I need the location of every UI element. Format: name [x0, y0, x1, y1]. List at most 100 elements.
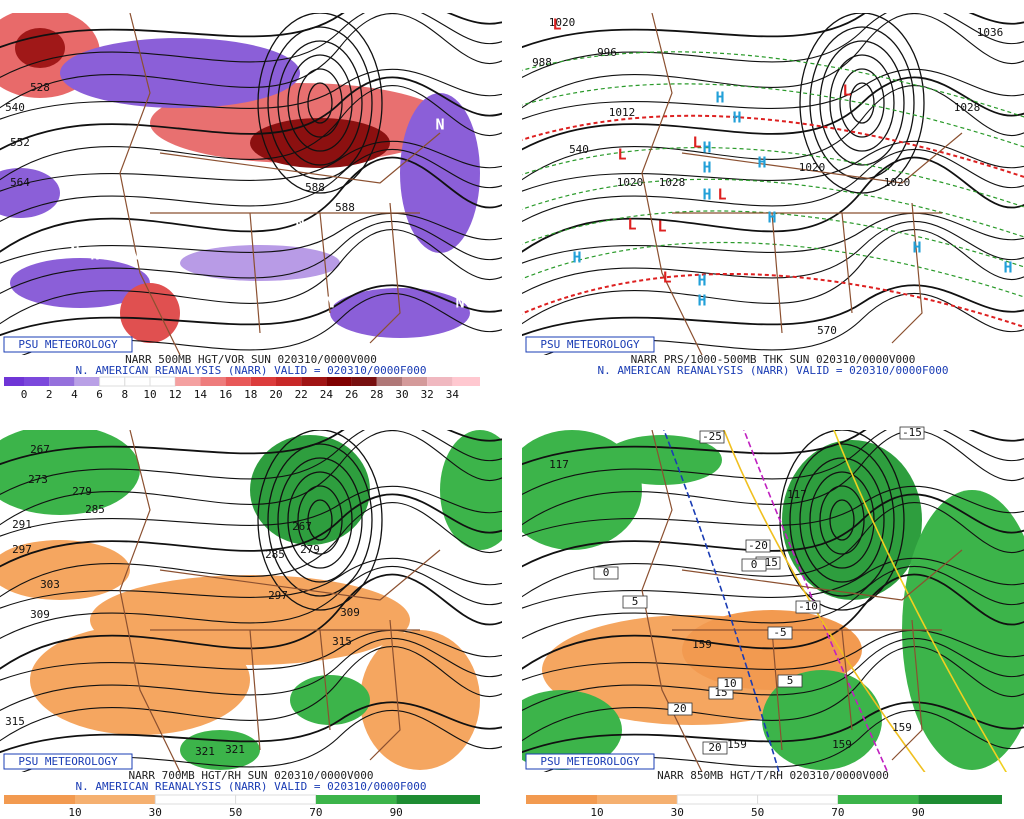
isotherm	[743, 430, 889, 772]
contour-line	[522, 573, 1024, 671]
thickness-line	[522, 272, 1024, 329]
contour-label: 315	[5, 715, 25, 728]
contour-line	[0, 84, 502, 181]
logo-box	[525, 753, 655, 770]
scale-label: 26	[345, 388, 358, 401]
contour-line	[0, 148, 502, 223]
label-box	[622, 595, 648, 609]
contour-line	[522, 84, 1024, 181]
contour-label: 552	[10, 136, 30, 149]
scale-swatch	[351, 377, 377, 386]
pressure-center: N	[295, 214, 304, 232]
map-title: NARR 700MB HGT/RH SUN 020310/0000V000	[128, 769, 373, 782]
contour-line	[789, 443, 895, 597]
contour-line	[839, 68, 885, 138]
label-box	[593, 566, 619, 580]
contour-line	[522, 485, 1024, 537]
label-box	[767, 626, 793, 640]
contour-line	[522, 212, 1024, 264]
scale-label: 2	[46, 388, 53, 401]
contour-line	[0, 565, 502, 640]
contour-label: 267	[30, 443, 50, 456]
pressure-center: N	[325, 294, 334, 312]
pressure-center: H	[702, 159, 711, 177]
scale-label: 12	[169, 388, 182, 401]
isotherm-label: 10	[723, 677, 736, 690]
contour-label: 1020	[799, 161, 826, 174]
logo-box	[525, 336, 655, 353]
scale-label: 0	[21, 388, 28, 401]
contour-line	[522, 68, 1024, 120]
scale-label: 10	[68, 806, 81, 819]
contour-line	[267, 443, 373, 597]
scale-label: 18	[244, 388, 257, 401]
contour-line	[522, 140, 1024, 192]
map-title: NARR 500MB HGT/VOR SUN 020310/0000V000	[125, 353, 377, 366]
contour-label: 279	[72, 485, 92, 498]
scale-label: 16	[219, 388, 232, 401]
contour-line	[277, 40, 363, 166]
contour-label: 273	[28, 473, 48, 486]
scale-label: 30	[671, 806, 684, 819]
scale-label: 30	[149, 806, 162, 819]
contour-line	[0, 637, 502, 712]
scale-label: 10	[143, 388, 156, 401]
contour-line	[257, 430, 383, 611]
map-background	[522, 13, 1024, 355]
label-box	[702, 741, 728, 755]
pressure-center: H	[715, 89, 724, 107]
scale-label: 14	[194, 388, 208, 401]
label-box	[741, 558, 767, 572]
contour-line	[0, 430, 502, 496]
map-panel	[0, 13, 502, 355]
pressure-center: L	[842, 82, 851, 100]
shaded-area	[120, 283, 180, 343]
contour-line	[0, 701, 502, 754]
label-box	[777, 674, 803, 688]
contour-label: 309	[340, 606, 360, 619]
contour-label: 1020	[549, 16, 576, 29]
contour-line	[297, 485, 343, 555]
contour-line	[307, 499, 333, 541]
scale-label: 32	[421, 388, 434, 401]
pressure-center: N	[435, 116, 444, 134]
isotherm	[833, 430, 1008, 772]
contour-line	[0, 284, 502, 337]
contour-line	[0, 13, 502, 109]
thickness-line	[522, 178, 1024, 238]
contour-line	[522, 637, 1024, 712]
scale-swatch	[49, 377, 75, 386]
scale-swatch	[75, 795, 156, 804]
contour-label: 309	[30, 608, 50, 621]
scale-label: 8	[121, 388, 128, 401]
contour-label: 291	[12, 518, 32, 531]
contour-line	[829, 499, 855, 541]
pressure-center: H	[732, 109, 741, 127]
pressure-center: N	[90, 246, 99, 264]
scale-swatch	[757, 794, 839, 805]
contour-line	[0, 485, 502, 537]
contour-label: 540	[5, 101, 25, 114]
scale-swatch	[225, 377, 251, 386]
contour-line	[0, 140, 502, 192]
scale-label: 50	[229, 806, 242, 819]
scale-label: 6	[96, 388, 103, 401]
contour-label: 564	[10, 176, 30, 189]
contour-line	[522, 557, 1024, 609]
shaded-area	[360, 630, 480, 770]
scale-swatch	[250, 377, 276, 386]
map-subtitle: N. AMERICAN REANALYSIS (NARR) VALID = 02…	[76, 364, 427, 377]
contour-line	[287, 54, 353, 152]
scale-swatch	[326, 377, 352, 386]
scale-swatch	[452, 377, 480, 386]
label-box	[899, 426, 925, 440]
pressure-center: L	[692, 134, 701, 152]
scale-swatch	[200, 377, 226, 386]
contour-line	[522, 228, 1024, 325]
scale-swatch	[276, 377, 302, 386]
contour-label: 528	[30, 81, 50, 94]
contour-label: 1028	[954, 101, 981, 114]
thickness-line	[522, 83, 1024, 148]
scale-swatch	[301, 377, 327, 386]
contour-line	[0, 501, 502, 598]
